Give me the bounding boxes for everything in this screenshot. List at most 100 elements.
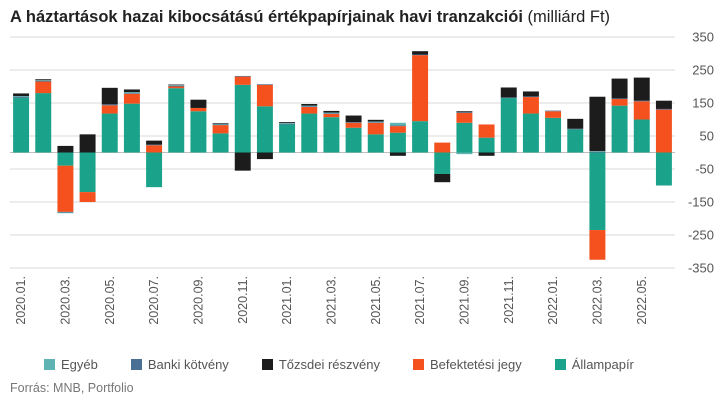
bar-segment bbox=[500, 87, 517, 98]
bar-segment bbox=[256, 84, 273, 85]
bar-segment bbox=[123, 103, 140, 153]
bar-segment bbox=[212, 123, 229, 125]
x-tick-label: 2022.01. bbox=[546, 276, 560, 325]
bar-segment bbox=[323, 110, 340, 113]
bar-segment bbox=[212, 124, 229, 126]
bar-segment bbox=[522, 96, 539, 98]
bar-segment bbox=[123, 89, 140, 93]
y-tick-label: 150 bbox=[692, 96, 714, 111]
bar-segment bbox=[13, 97, 30, 99]
bar-segment bbox=[611, 98, 628, 100]
bar-segment bbox=[434, 152, 451, 174]
bar-segment bbox=[478, 152, 495, 156]
legend-label: Tőzsdei részvény bbox=[278, 357, 380, 372]
bar-segment bbox=[456, 122, 473, 153]
legend-label: Egyéb bbox=[61, 357, 98, 372]
x-tick-label: 2020.09. bbox=[191, 276, 205, 325]
legend: Egyéb Banki kötvény Tőzsdei részvény Befekt… bbox=[44, 357, 667, 372]
bar-segment bbox=[522, 97, 539, 114]
bar-segment bbox=[168, 88, 185, 153]
bar-segment bbox=[367, 121, 384, 123]
bar-segment bbox=[101, 105, 118, 114]
x-tick-label: 2020.01. bbox=[14, 276, 28, 325]
y-axis-ticks: -350 -250 -150 -50 50 150 250 350 bbox=[688, 30, 714, 276]
bar-segment bbox=[611, 105, 628, 153]
bar-segment bbox=[146, 144, 163, 146]
bar-segment bbox=[212, 125, 229, 134]
bar-segment bbox=[478, 124, 495, 138]
bar-segment bbox=[301, 106, 318, 114]
legend-label: Banki kötvény bbox=[147, 357, 229, 372]
bar-segment bbox=[168, 85, 185, 86]
bar-segment bbox=[345, 122, 362, 123]
bar-segment bbox=[545, 117, 562, 153]
legend-item: Állampapír bbox=[554, 357, 634, 372]
bar-segment bbox=[522, 91, 539, 97]
bar-segment bbox=[434, 142, 451, 153]
y-tick-label: 50 bbox=[700, 129, 714, 144]
bars-group bbox=[13, 51, 672, 260]
y-tick-label: 350 bbox=[692, 30, 714, 45]
bar-segment bbox=[367, 134, 384, 153]
bar-segment bbox=[323, 113, 340, 118]
y-tick-label: 250 bbox=[692, 63, 714, 78]
bar-segment bbox=[545, 111, 562, 118]
bar-segment bbox=[212, 123, 229, 124]
x-tick-label: 2020.07. bbox=[147, 276, 161, 325]
bar-segment bbox=[589, 152, 606, 231]
bar-segment bbox=[633, 101, 650, 120]
legend-item: Tőzsdei részvény bbox=[261, 357, 380, 372]
bar-segment bbox=[412, 54, 429, 56]
bar-segment bbox=[13, 98, 30, 153]
bar-segment bbox=[168, 86, 185, 89]
x-tick-label: 2020.03. bbox=[58, 276, 72, 325]
bar-segment bbox=[412, 55, 429, 122]
chart-title-main: A háztartások hazai kibocsátású értékpap… bbox=[10, 8, 523, 26]
bar-segment bbox=[655, 100, 672, 109]
bar-segment bbox=[367, 122, 384, 135]
bar-segment bbox=[168, 84, 185, 86]
bar-segment bbox=[367, 119, 384, 122]
bar-segment bbox=[57, 211, 74, 213]
bar-segment bbox=[146, 152, 163, 188]
bar-segment bbox=[545, 110, 562, 112]
bar-segment bbox=[633, 100, 650, 102]
bar-segment bbox=[589, 151, 606, 153]
bar-segment bbox=[389, 125, 406, 127]
bar-segment bbox=[412, 51, 429, 55]
chart-title-unit: (milliárd Ft) bbox=[527, 8, 611, 26]
bar-segment bbox=[168, 85, 185, 87]
bar-segment bbox=[589, 96, 606, 152]
bar-segment bbox=[345, 115, 362, 123]
bar-segment bbox=[101, 113, 118, 153]
bar-segment bbox=[234, 152, 251, 171]
bar-segment bbox=[301, 105, 318, 107]
legend-swatch bbox=[412, 359, 424, 370]
bar-segment bbox=[412, 121, 429, 153]
bar-segment bbox=[123, 92, 140, 94]
bar-segment bbox=[279, 124, 296, 153]
legend-label: Befektetési jegy bbox=[429, 357, 522, 372]
bar-segment bbox=[190, 99, 207, 108]
x-tick-label: 2021.03. bbox=[324, 276, 338, 325]
x-tick-label: 2020.05. bbox=[103, 276, 117, 325]
bar-segment bbox=[301, 113, 318, 153]
bar-segment bbox=[234, 84, 251, 153]
bar-segment bbox=[567, 118, 584, 129]
legend-swatch bbox=[44, 359, 55, 370]
bar-segment bbox=[434, 173, 451, 183]
x-tick-label: 2021.09. bbox=[457, 276, 471, 325]
bar-segment bbox=[123, 93, 140, 104]
bar-segment bbox=[279, 123, 296, 124]
x-tick-label: 2021.11. bbox=[502, 276, 516, 324]
bar-segment bbox=[500, 97, 517, 99]
bar-segment bbox=[567, 128, 584, 130]
bar-segment bbox=[367, 122, 384, 123]
bar-segment bbox=[456, 112, 473, 123]
bar-segment bbox=[35, 81, 52, 94]
bar-segment bbox=[256, 152, 273, 160]
bar-segment bbox=[57, 152, 74, 166]
y-tick-label: -350 bbox=[688, 261, 714, 276]
x-tick-label: 2021.07. bbox=[413, 276, 427, 325]
